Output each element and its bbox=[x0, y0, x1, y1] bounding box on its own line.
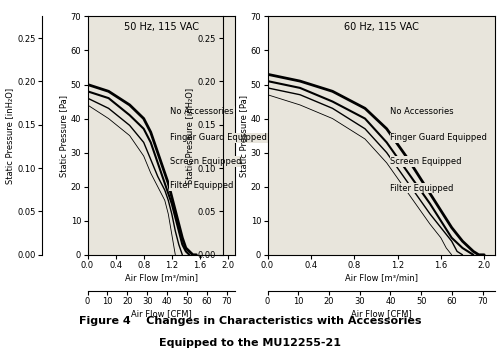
X-axis label: Air Flow [CFM]: Air Flow [CFM] bbox=[131, 309, 192, 318]
Text: Equipped to the MU12255-21: Equipped to the MU12255-21 bbox=[159, 338, 341, 348]
Y-axis label: Static Pressure [Pa]: Static Pressure [Pa] bbox=[59, 95, 68, 177]
Text: Finger Guard Equipped: Finger Guard Equipped bbox=[170, 134, 267, 142]
Text: Screen Equipped: Screen Equipped bbox=[170, 157, 242, 166]
Text: Screen Equipped: Screen Equipped bbox=[390, 157, 462, 166]
Text: 60 Hz, 115 VAC: 60 Hz, 115 VAC bbox=[344, 22, 418, 32]
X-axis label: Air Flow [m³/min]: Air Flow [m³/min] bbox=[125, 273, 198, 282]
Text: Filter Equipped: Filter Equipped bbox=[170, 181, 234, 190]
Text: Finger Guard Equipped: Finger Guard Equipped bbox=[390, 134, 487, 142]
Text: 50 Hz, 115 VAC: 50 Hz, 115 VAC bbox=[124, 22, 199, 32]
Y-axis label: Static Pressure [inH₂O]: Static Pressure [inH₂O] bbox=[4, 87, 14, 184]
X-axis label: Air Flow [CFM]: Air Flow [CFM] bbox=[351, 309, 412, 318]
Text: Filter Equipped: Filter Equipped bbox=[390, 183, 454, 193]
Text: Figure 4    Changes in Characteristics with Accessories: Figure 4 Changes in Characteristics with… bbox=[79, 316, 421, 326]
Y-axis label: Static Pressure [Pa]: Static Pressure [Pa] bbox=[239, 95, 248, 177]
Text: No Accessories: No Accessories bbox=[390, 107, 454, 116]
X-axis label: Air Flow [m³/min]: Air Flow [m³/min] bbox=[345, 273, 418, 282]
Y-axis label: Static Pressure [inH₂O]: Static Pressure [inH₂O] bbox=[184, 87, 194, 184]
Text: No Accessories: No Accessories bbox=[170, 107, 234, 116]
